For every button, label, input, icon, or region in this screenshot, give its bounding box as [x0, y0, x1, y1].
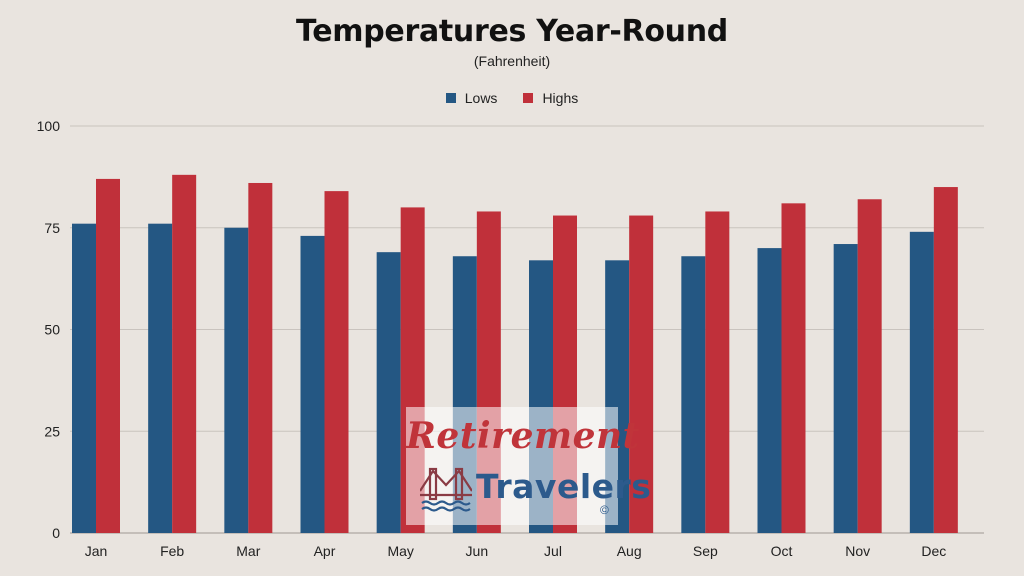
x-tick-label: Aug — [617, 543, 642, 559]
x-tick-label: Dec — [921, 543, 946, 559]
x-tick-label: Apr — [314, 543, 336, 559]
watermark-logo: Retirement Travelers © — [406, 407, 651, 525]
chart-subtitle: (Fahrenheit) — [473, 53, 551, 69]
legend-label-lows: Lows — [464, 90, 498, 106]
bar-lows — [376, 252, 401, 534]
y-tick-label: 100 — [37, 118, 61, 134]
bar-highs — [933, 187, 958, 534]
x-tick-label: Jul — [544, 543, 562, 559]
x-tick-label: May — [387, 543, 413, 559]
bar-lows — [681, 256, 706, 533]
bar-highs — [705, 211, 730, 533]
bar-highs — [96, 178, 120, 533]
x-tick-label: Jun — [466, 543, 489, 559]
y-tick-label: 0 — [52, 525, 60, 541]
legend: Lows Highs — [0, 90, 1024, 106]
y-tick-label: 75 — [44, 220, 60, 236]
bar-lows — [148, 223, 173, 533]
x-tick-label: Oct — [771, 543, 793, 559]
x-tick-label: Sep — [693, 543, 718, 559]
bar-highs — [248, 182, 273, 534]
watermark-line2: Travelers — [476, 467, 652, 506]
y-tick-label: 25 — [44, 423, 60, 439]
legend-swatch-lows — [445, 93, 456, 103]
chart-title: Temperatures Year-Round — [296, 14, 728, 49]
x-tick-label: Nov — [845, 543, 870, 559]
bridge-icon — [420, 467, 472, 512]
bar-highs — [857, 199, 882, 533]
legend-item-highs: Highs — [523, 90, 578, 106]
bar-highs — [172, 174, 197, 533]
bar-lows — [300, 235, 325, 533]
bar-lows — [909, 231, 934, 533]
legend-label-highs: Highs — [542, 90, 579, 106]
bar-lows — [833, 244, 858, 533]
x-tick-label: Jan — [85, 543, 108, 559]
legend-item-lows: Lows — [445, 90, 498, 106]
copyright-mark: © — [600, 503, 609, 517]
bar-highs — [324, 191, 349, 533]
bar-lows — [757, 248, 782, 533]
bar-highs — [781, 203, 806, 533]
watermark-line1: Retirement — [406, 415, 640, 457]
bar-highs — [629, 215, 654, 534]
x-tick-label: Mar — [236, 543, 260, 559]
legend-swatch-highs — [523, 93, 534, 103]
bar-lows — [72, 223, 96, 533]
y-tick-label: 50 — [44, 322, 60, 338]
bar-lows — [224, 227, 249, 533]
x-tick-label: Feb — [160, 543, 184, 559]
